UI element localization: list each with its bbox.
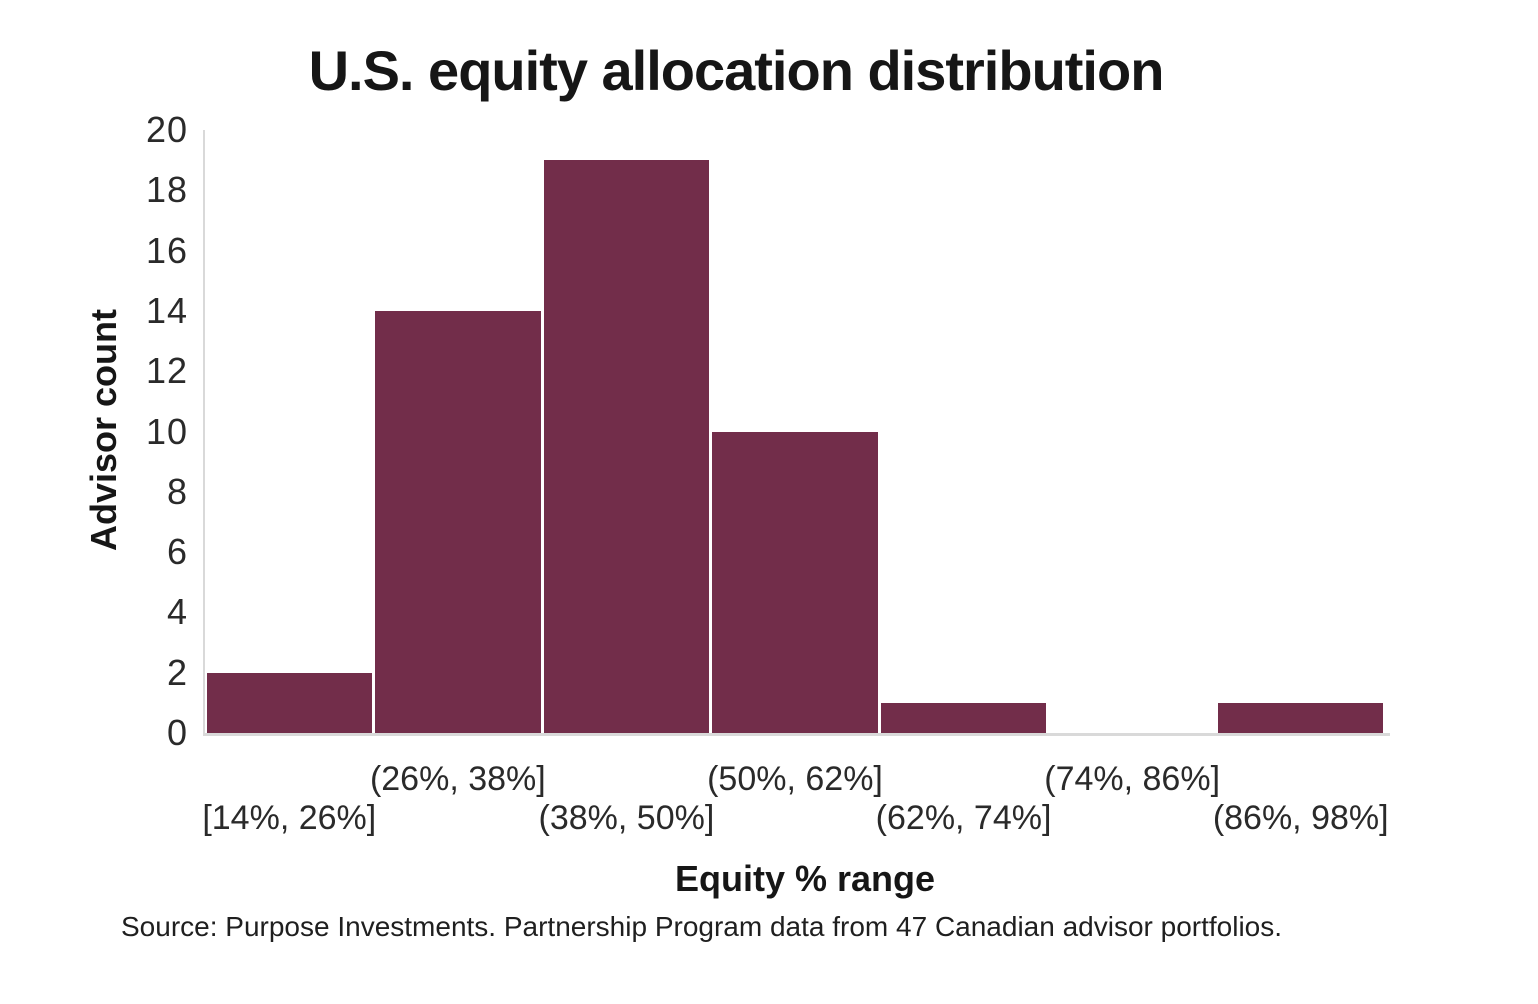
x-axis-title: Equity % range — [674, 858, 936, 899]
histogram-bar-2 — [375, 310, 541, 733]
x-tick-label: (74%, 86%] — [1044, 760, 1221, 798]
histogram-bar-7 — [1217, 702, 1384, 733]
histogram-bar-5 — [880, 702, 1047, 733]
y-tick-label: 20 — [145, 109, 188, 150]
histogram-bar-1 — [206, 672, 373, 733]
y-tick-label: 0 — [166, 712, 188, 753]
x-tick-label: (86%, 98%] — [1212, 799, 1389, 837]
x-tick-label: (62%, 74%] — [875, 799, 1052, 837]
y-tick-label: 10 — [145, 410, 188, 452]
y-tick-label: 8 — [166, 470, 188, 512]
y-tick-label: 6 — [166, 531, 188, 573]
histogram-bar-3 — [543, 160, 710, 733]
x-tick-label: (50%, 62%] — [707, 760, 883, 798]
y-tick-label: 2 — [166, 651, 188, 693]
y-tick-label: 18 — [145, 169, 188, 211]
y-tick-label: 16 — [145, 229, 188, 271]
x-axis-line — [203, 733, 1390, 736]
source-note: Source: Purpose Investments. Partnership… — [121, 911, 1283, 942]
y-tick-label: 14 — [145, 289, 188, 331]
x-tick-label: (38%, 50%] — [538, 799, 715, 837]
x-tick-label: (26%, 38%] — [369, 760, 546, 798]
plot-area — [203, 130, 1390, 736]
x-tick-label: [14%, 26%] — [202, 799, 377, 837]
y-axis-line — [203, 130, 205, 736]
y-tick-label: 12 — [145, 350, 188, 392]
y-tick-label: 4 — [166, 591, 188, 633]
chart-title: U.S. equity allocation distribution — [308, 39, 1165, 102]
histogram-bar-4 — [712, 431, 878, 733]
